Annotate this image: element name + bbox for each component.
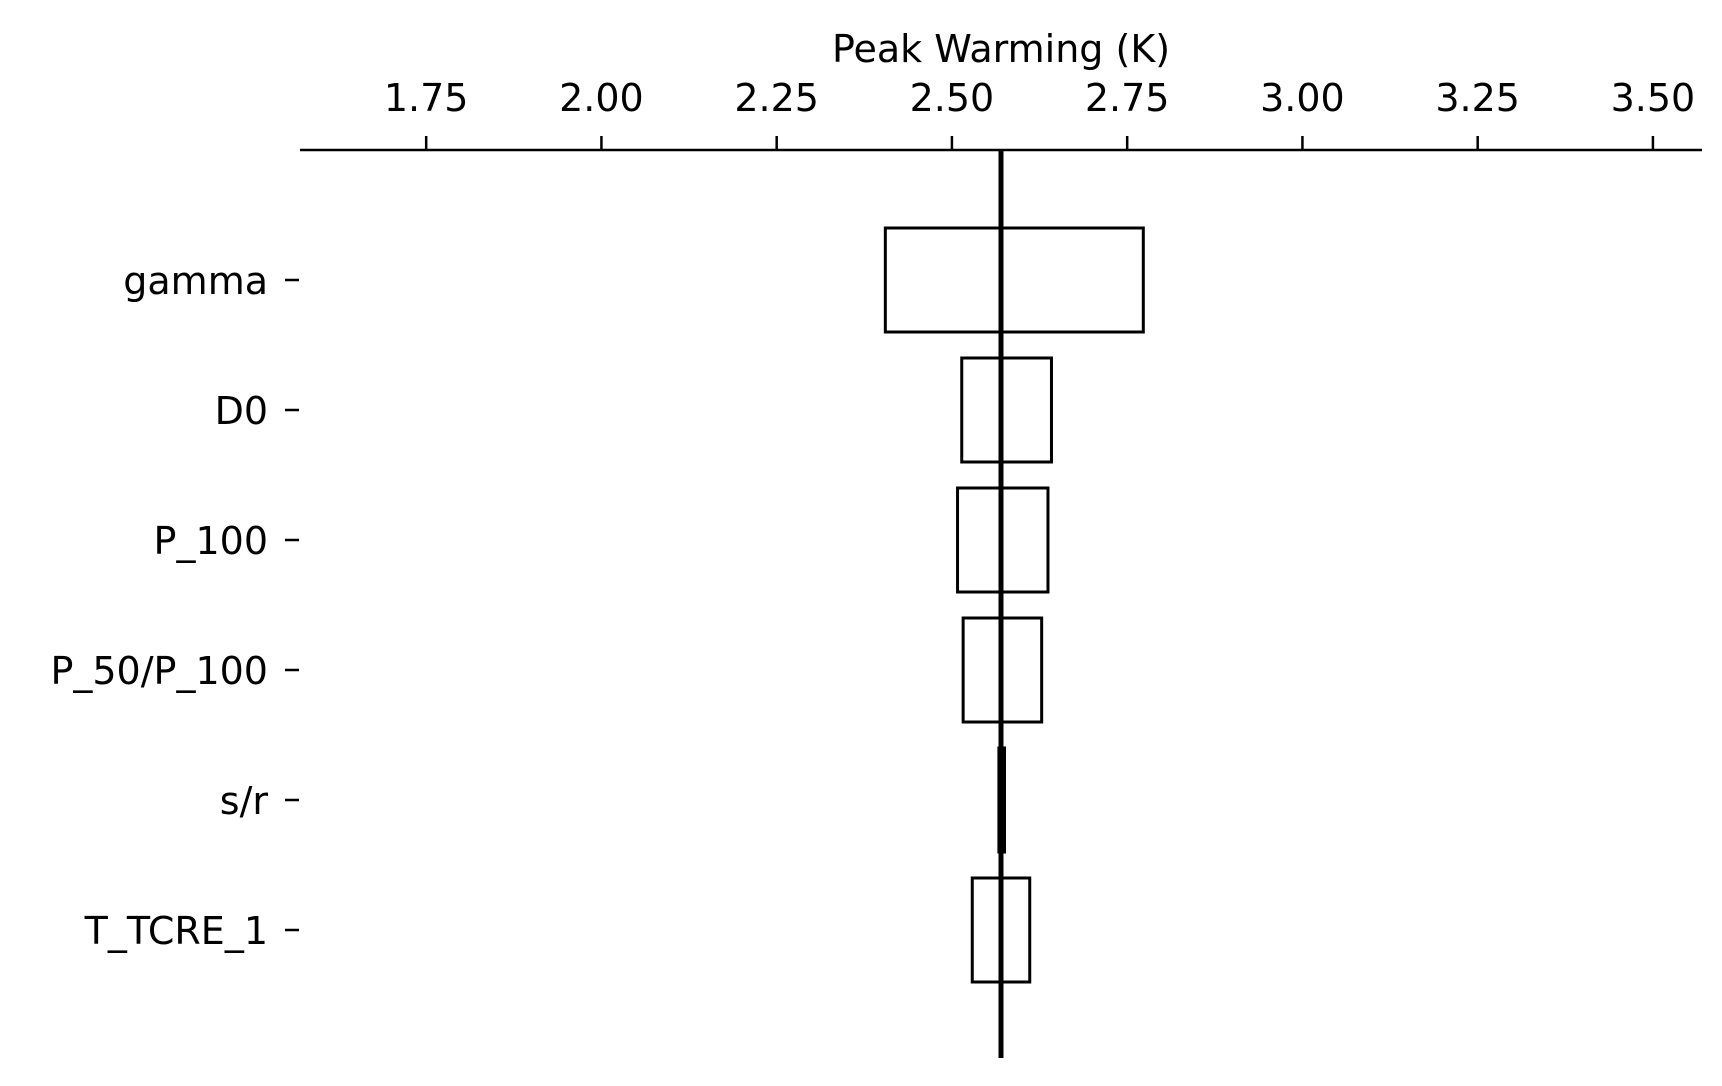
y-ticks: gamma D0 P_100 P_50/P_100 s/r T_TCRE_1 <box>50 259 299 953</box>
y-tick-label: D0 <box>215 389 268 433</box>
x-axis-title: Peak Warming (K) <box>832 27 1170 71</box>
bar-gamma <box>883 226 1145 334</box>
y-tick-label: P_100 <box>154 519 268 563</box>
x-tick-label: 2.50 <box>910 76 995 120</box>
y-tick-label: s/r <box>220 779 269 823</box>
bar-d0 <box>960 356 1053 464</box>
x-tick-label: 3.50 <box>1611 76 1696 120</box>
bars-layer <box>883 226 1145 984</box>
y-tick-label: P_50/P_100 <box>50 649 268 693</box>
x-tick-label: 2.25 <box>734 76 819 120</box>
x-tick-label: 1.75 <box>384 76 469 120</box>
x-tick-label: 2.75 <box>1085 76 1170 120</box>
x-ticks: 1.75 2.00 2.25 2.50 2.75 3.00 3.25 3.50 <box>384 76 1695 150</box>
x-tick-label: 3.00 <box>1260 76 1345 120</box>
y-tick-label: T_TCRE_1 <box>84 909 268 953</box>
x-tick-label: 3.25 <box>1435 76 1520 120</box>
x-tick-label: 2.00 <box>559 76 644 120</box>
y-tick-label: gamma <box>123 259 268 303</box>
